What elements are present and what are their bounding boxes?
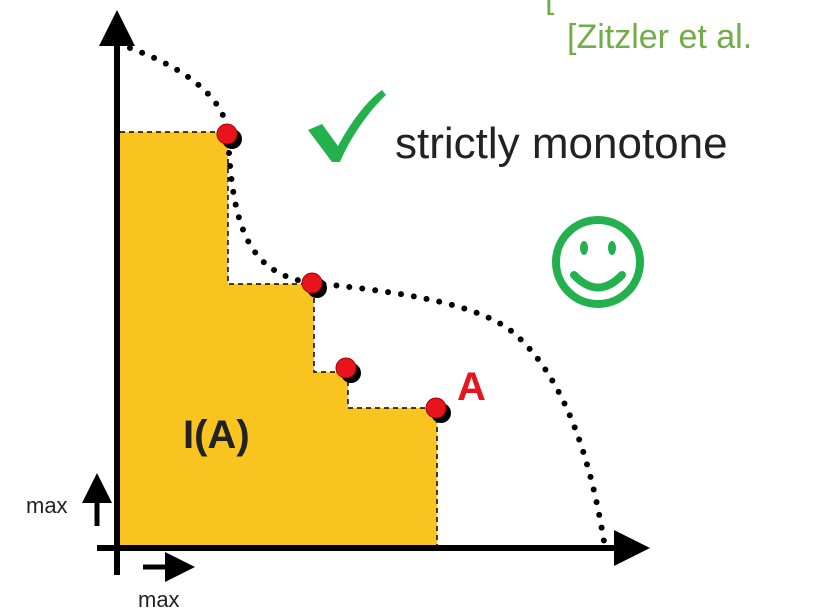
solution-points bbox=[216, 123, 451, 423]
pareto-front bbox=[127, 45, 608, 551]
indicator-label: I(A) bbox=[183, 413, 250, 457]
x-axis-label: max bbox=[138, 587, 180, 612]
bracket: [ bbox=[545, 0, 555, 16]
smiley bbox=[552, 216, 644, 308]
citation: [Zitzler et al. bbox=[567, 18, 752, 56]
check-mark bbox=[308, 90, 386, 162]
y-axis-label: max bbox=[26, 493, 68, 518]
region-border bbox=[120, 131, 438, 548]
dominated-region bbox=[120, 132, 437, 548]
set-label: A bbox=[457, 365, 486, 409]
property: strictly monotone bbox=[395, 119, 728, 168]
